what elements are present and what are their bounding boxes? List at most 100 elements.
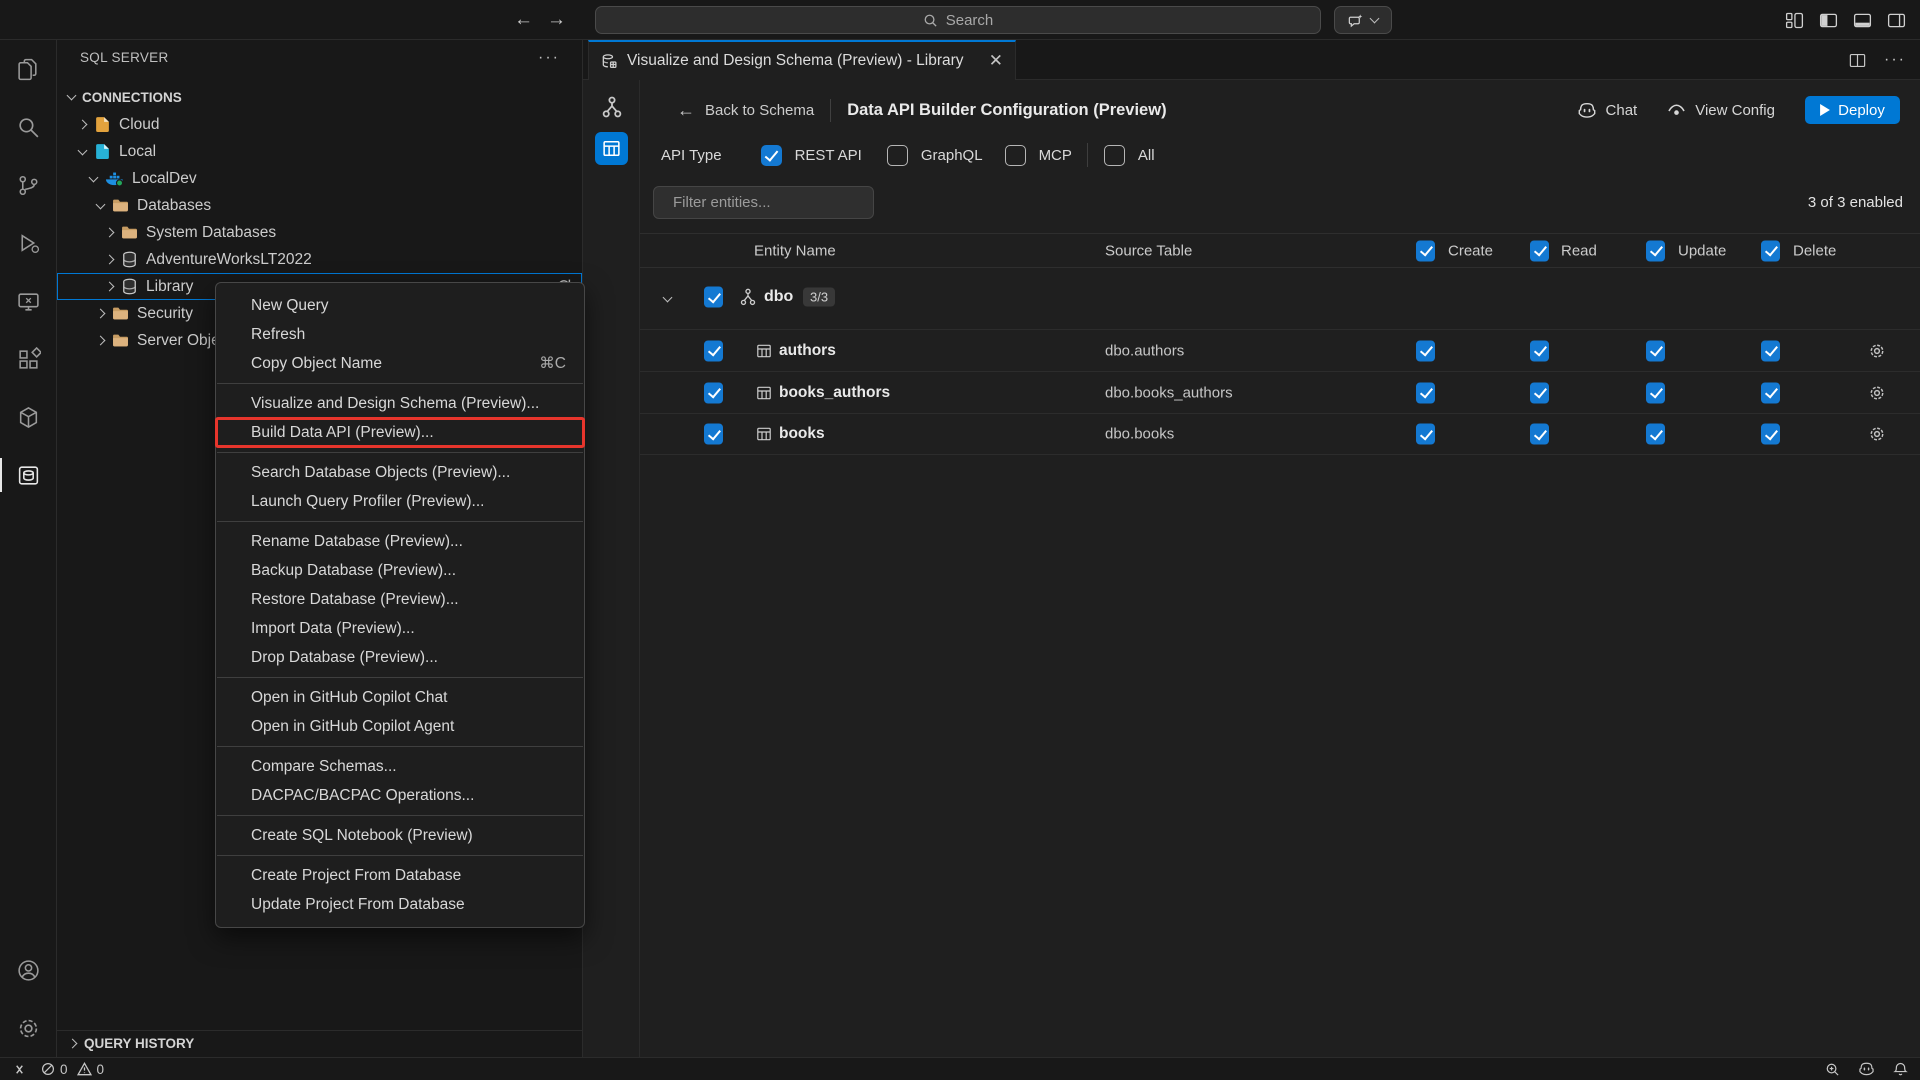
menu-item-drop-database[interactable]: Drop Database (Preview)... [216, 643, 584, 672]
entity-enabled-checkbox[interactable] [704, 340, 723, 361]
command-center-search[interactable]: Search [595, 6, 1321, 34]
tree-item-databases[interactable]: Databases [57, 192, 582, 219]
entity-settings-gear-icon[interactable] [1868, 425, 1886, 443]
menu-item-visualize-design-schema[interactable]: Visualize and Design Schema (Preview)... [216, 389, 584, 418]
copilot-menu-button[interactable] [1334, 6, 1392, 34]
menu-item-restore-database[interactable]: Restore Database (Preview)... [216, 585, 584, 614]
read-select-all-checkbox[interactable] [1530, 240, 1549, 261]
read-checkbox[interactable] [1530, 340, 1549, 361]
filter-entities-box[interactable] [653, 186, 874, 219]
menu-item-launch-query-profiler[interactable]: Launch Query Profiler (Preview)... [216, 487, 584, 516]
chevron-down-icon[interactable] [662, 292, 673, 303]
customize-layout-icon[interactable] [1784, 10, 1805, 31]
menu-item-update-project-from-database[interactable]: Update Project From Database [216, 890, 584, 919]
entity-settings-gear-icon[interactable] [1868, 384, 1886, 402]
create-checkbox[interactable] [1416, 423, 1435, 445]
chat-button[interactable]: Chat [1577, 102, 1637, 119]
entity-row-books[interactable]: books dbo.books [640, 413, 1920, 455]
menu-item-copy-object-name[interactable]: Copy Object Name ⌘C [216, 349, 584, 378]
section-query-history[interactable]: QUERY HISTORY [57, 1030, 582, 1056]
activity-search[interactable] [0, 98, 57, 156]
split-editor-icon[interactable] [1848, 51, 1867, 70]
entity-enabled-checkbox[interactable] [704, 423, 723, 445]
create-select-all-checkbox[interactable] [1416, 240, 1435, 261]
entity-enabled-checkbox[interactable] [704, 382, 723, 403]
toggle-primary-sidebar-icon[interactable] [1818, 10, 1839, 31]
problems-indicator[interactable]: 0 0 [41, 1062, 104, 1077]
menu-item-compare-schemas[interactable]: Compare Schemas... [216, 752, 584, 781]
api-type-all[interactable]: All [1103, 144, 1155, 166]
toggle-secondary-sidebar-icon[interactable] [1886, 10, 1907, 31]
tree-item-server-objects[interactable]: Server Objects [57, 327, 582, 354]
entity-row-books-authors[interactable]: books_authors dbo.books_authors [640, 371, 1920, 413]
read-checkbox[interactable] [1530, 382, 1549, 403]
api-type-rest[interactable]: REST API [760, 144, 862, 166]
delete-checkbox[interactable] [1761, 340, 1780, 361]
menu-item-import-data[interactable]: Import Data (Preview)... [216, 614, 584, 643]
activity-remote-explorer[interactable] [0, 272, 57, 330]
mcp-checkbox[interactable] [1004, 144, 1026, 166]
tab-visualize-design-schema[interactable]: Visualize and Design Schema (Preview) - … [588, 40, 1016, 80]
back-to-schema-button[interactable]: ← Back to Schema [677, 100, 814, 121]
toggle-panel-icon[interactable] [1852, 10, 1873, 31]
nav-back-icon[interactable]: ← [514, 9, 533, 30]
activity-extensions[interactable] [0, 330, 57, 388]
tree-item-local[interactable]: Local [57, 138, 582, 165]
graphql-checkbox[interactable] [886, 144, 908, 166]
all-checkbox[interactable] [1103, 144, 1125, 166]
activity-source-control[interactable] [0, 156, 57, 214]
section-connections[interactable]: CONNECTIONS [57, 85, 582, 109]
menu-item-build-data-api[interactable]: Build Data API (Preview)... [215, 417, 585, 448]
delete-select-all-checkbox[interactable] [1761, 240, 1780, 261]
schema-group-row[interactable]: dbo 3/3 [640, 275, 1920, 319]
nav-forward-icon[interactable]: → [547, 9, 566, 30]
create-checkbox[interactable] [1416, 340, 1435, 361]
menu-item-create-project-from-database[interactable]: Create Project From Database [216, 861, 584, 890]
tree-item-adventureworks[interactable]: AdventureWorksLT2022 [57, 246, 582, 273]
menu-item-open-copilot-agent[interactable]: Open in GitHub Copilot Agent [216, 712, 584, 741]
screencast-zoom-icon[interactable] [1825, 1062, 1840, 1077]
activity-sql-server[interactable] [0, 446, 57, 504]
update-checkbox[interactable] [1646, 340, 1665, 361]
remote-indicator-icon[interactable] [12, 1062, 27, 1077]
activity-account[interactable] [0, 941, 57, 999]
menu-item-new-query[interactable]: New Query [216, 291, 584, 320]
menu-item-refresh[interactable]: Refresh [216, 320, 584, 349]
data-api-builder-button[interactable] [595, 132, 628, 165]
update-select-all-checkbox[interactable] [1646, 240, 1665, 261]
close-icon[interactable]: ✕ [988, 51, 1003, 70]
api-type-mcp[interactable]: MCP [1004, 144, 1072, 166]
activity-explorer[interactable] [0, 40, 57, 98]
read-checkbox[interactable] [1530, 423, 1549, 445]
tree-item-security[interactable]: Security [57, 300, 582, 327]
editor-more-actions-icon[interactable]: ··· [1884, 51, 1906, 68]
menu-item-dacpac-bacpac[interactable]: DACPAC/BACPAC Operations... [216, 781, 584, 810]
create-checkbox[interactable] [1416, 382, 1435, 403]
menu-item-rename-database[interactable]: Rename Database (Preview)... [216, 527, 584, 556]
entity-row-authors[interactable]: authors dbo.authors [640, 329, 1920, 371]
menu-item-open-copilot-chat[interactable]: Open in GitHub Copilot Chat [216, 683, 584, 712]
activity-database-projects[interactable] [0, 388, 57, 446]
view-config-button[interactable]: View Config [1667, 102, 1775, 119]
schema-group-checkbox[interactable] [704, 286, 723, 308]
deploy-button[interactable]: Deploy [1805, 96, 1900, 124]
activity-settings[interactable] [0, 999, 57, 1057]
delete-checkbox[interactable] [1761, 423, 1780, 445]
delete-checkbox[interactable] [1761, 382, 1780, 403]
menu-item-search-database-objects[interactable]: Search Database Objects (Preview)... [216, 458, 584, 487]
api-type-graphql[interactable]: GraphQL [886, 144, 983, 166]
schema-visualize-button[interactable] [583, 96, 640, 118]
update-checkbox[interactable] [1646, 423, 1665, 445]
notifications-bell-icon[interactable] [1893, 1062, 1908, 1077]
more-actions-icon[interactable]: ··· [538, 48, 560, 66]
update-checkbox[interactable] [1646, 382, 1665, 403]
entity-settings-gear-icon[interactable] [1868, 342, 1886, 360]
tree-item-system-databases[interactable]: System Databases [57, 219, 582, 246]
tree-item-localdev[interactable]: LocalDev [57, 165, 582, 192]
copilot-icon[interactable] [1858, 1062, 1875, 1076]
activity-run-debug[interactable] [0, 214, 57, 272]
rest-api-checkbox[interactable] [760, 144, 782, 166]
tree-item-cloud[interactable]: Cloud [57, 111, 582, 138]
menu-item-backup-database[interactable]: Backup Database (Preview)... [216, 556, 584, 585]
menu-item-create-sql-notebook[interactable]: Create SQL Notebook (Preview) [216, 821, 584, 850]
